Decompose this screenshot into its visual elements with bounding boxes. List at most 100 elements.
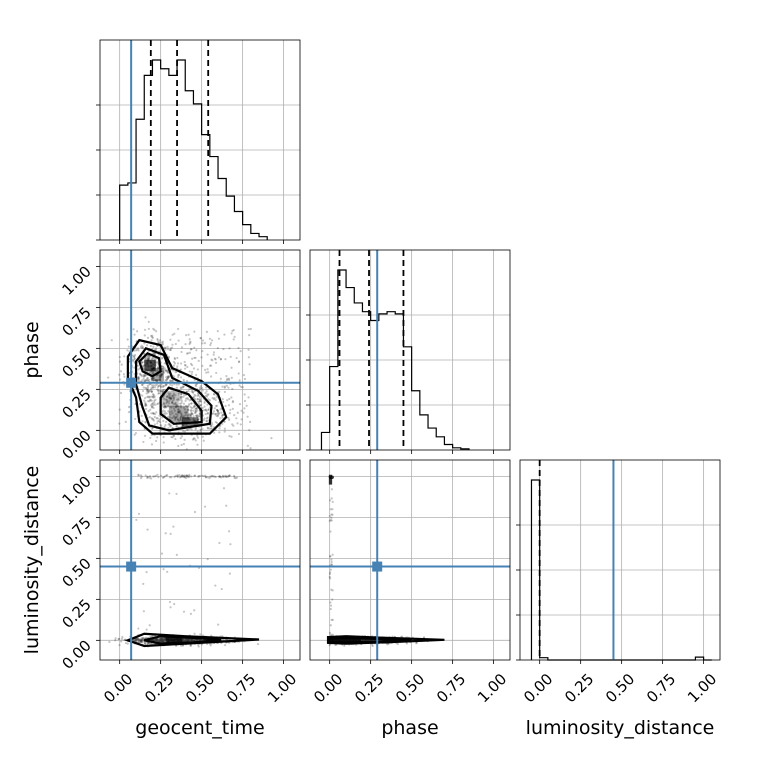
sample-point bbox=[174, 416, 178, 420]
sample-point bbox=[205, 395, 209, 398]
y-tick-label: 0.50 bbox=[58, 554, 94, 590]
sample-point bbox=[137, 474, 140, 477]
sample-point bbox=[136, 638, 139, 641]
sample-point bbox=[149, 398, 152, 401]
sample-point bbox=[152, 475, 155, 478]
sample-point bbox=[143, 399, 146, 402]
sample-point bbox=[206, 368, 209, 371]
sample-point bbox=[183, 411, 187, 414]
sample-point bbox=[180, 406, 183, 409]
sample-point bbox=[179, 396, 182, 399]
sample-point bbox=[123, 355, 126, 358]
sample-point bbox=[139, 641, 142, 644]
sample-point bbox=[170, 397, 173, 400]
sample-point bbox=[201, 342, 204, 345]
sample-point bbox=[328, 519, 331, 523]
sample-point bbox=[148, 395, 152, 398]
sample-point bbox=[142, 386, 145, 389]
sample-point bbox=[133, 433, 136, 436]
sample-point bbox=[223, 420, 226, 423]
sample-point bbox=[186, 639, 190, 642]
sample-point bbox=[168, 476, 172, 479]
sample-point bbox=[196, 443, 199, 446]
sample-point bbox=[190, 412, 193, 415]
sample-point bbox=[160, 639, 163, 642]
sample-point bbox=[188, 342, 191, 346]
sample-point bbox=[168, 393, 171, 396]
sample-point bbox=[230, 376, 233, 379]
sample-point bbox=[148, 396, 151, 399]
sample-point bbox=[198, 395, 201, 399]
sample-point bbox=[135, 518, 138, 522]
sample-point bbox=[182, 393, 186, 396]
sample-point bbox=[127, 345, 130, 348]
sample-point bbox=[224, 475, 228, 478]
sample-point bbox=[331, 618, 334, 622]
sample-point bbox=[181, 638, 184, 642]
sample-point bbox=[162, 396, 165, 399]
sample-point bbox=[160, 373, 164, 376]
sample-point bbox=[162, 639, 165, 642]
sample-point bbox=[171, 401, 174, 404]
x-tick-label: 1.00 bbox=[684, 670, 720, 706]
sample-point bbox=[167, 392, 170, 395]
sample-point bbox=[197, 415, 201, 418]
sample-point bbox=[192, 415, 195, 418]
sample-point bbox=[168, 423, 172, 427]
sample-point bbox=[191, 370, 194, 374]
sample-point bbox=[156, 337, 159, 341]
sample-point bbox=[243, 407, 246, 410]
sample-point bbox=[145, 404, 148, 407]
sample-point bbox=[187, 413, 190, 416]
sample-point bbox=[159, 389, 162, 392]
sample-point bbox=[212, 398, 215, 401]
sample-point bbox=[238, 384, 241, 387]
sample-point bbox=[140, 639, 144, 642]
sample-point bbox=[126, 338, 129, 341]
sample-point bbox=[151, 395, 155, 398]
sample-point bbox=[180, 435, 184, 438]
sample-point bbox=[243, 377, 247, 381]
sample-point bbox=[151, 371, 154, 375]
sample-point bbox=[165, 398, 168, 402]
sample-point bbox=[160, 638, 163, 642]
sample-point bbox=[215, 414, 218, 417]
sample-point bbox=[178, 409, 181, 412]
sample-point bbox=[143, 379, 146, 382]
panel-frame bbox=[99, 459, 301, 661]
sample-point bbox=[170, 379, 173, 383]
sample-point bbox=[124, 642, 128, 645]
sample-point bbox=[172, 403, 175, 406]
sample-point bbox=[149, 389, 152, 392]
sample-point bbox=[156, 639, 159, 642]
sample-point bbox=[228, 474, 231, 477]
sample-point bbox=[145, 344, 149, 347]
sample-point bbox=[144, 379, 148, 382]
sample-point bbox=[162, 640, 165, 643]
sample-point bbox=[174, 418, 177, 421]
sample-point bbox=[135, 638, 138, 641]
panel-frame bbox=[309, 459, 511, 661]
sample-point bbox=[221, 414, 224, 417]
sample-point bbox=[329, 601, 332, 604]
sample-point bbox=[187, 390, 190, 393]
sample-point bbox=[176, 418, 179, 421]
sample-point bbox=[203, 505, 207, 508]
sample-point bbox=[157, 389, 160, 392]
sample-point bbox=[159, 390, 163, 393]
sample-point bbox=[205, 419, 208, 423]
sample-point bbox=[184, 364, 187, 367]
sample-point bbox=[233, 335, 236, 338]
sample-point bbox=[152, 356, 155, 359]
sample-point bbox=[206, 427, 210, 430]
sample-point bbox=[158, 421, 162, 424]
sample-point bbox=[146, 379, 150, 382]
sample-point bbox=[187, 638, 190, 641]
density-layer bbox=[326, 474, 445, 648]
sample-point bbox=[177, 392, 181, 395]
sample-point bbox=[206, 426, 209, 429]
sample-point bbox=[147, 410, 150, 413]
sample-point bbox=[149, 370, 152, 374]
sample-point bbox=[176, 356, 179, 360]
sample-point bbox=[150, 406, 154, 409]
